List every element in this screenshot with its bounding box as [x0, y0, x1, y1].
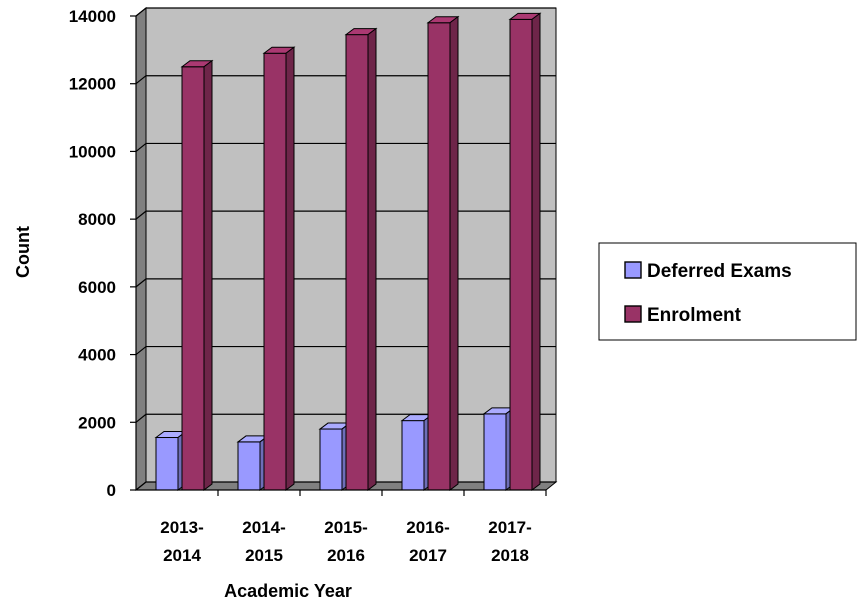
- x-tick-label: 2014-2015: [242, 518, 285, 565]
- y-tick-label: 12000: [69, 75, 116, 94]
- legend-swatch: [624, 261, 642, 279]
- y-tick-label: 0: [107, 481, 116, 500]
- y-axis-title: Count: [13, 226, 33, 278]
- bar-enrolment: [344, 27, 378, 491]
- bar-front: [427, 22, 451, 491]
- x-tick-label: 2016-2017: [406, 518, 449, 565]
- gridline: [135, 142, 556, 152]
- y-tick-labels: 0 2000 4000 6000 8000 10000 12000 14000: [69, 7, 116, 500]
- bar-side: [449, 15, 459, 491]
- bar-side: [285, 46, 295, 491]
- bars: [154, 12, 542, 491]
- x-tick-label: 2015-2016: [324, 518, 367, 565]
- bar-enrolment: [180, 59, 214, 491]
- y-tick-label: 10000: [69, 142, 116, 161]
- bar-front: [155, 437, 179, 491]
- gridline: [135, 75, 556, 85]
- legend-label: Deferred Exams: [647, 261, 792, 282]
- bar-front: [401, 420, 425, 491]
- gridlines: [135, 7, 556, 491]
- y-tick-label: 6000: [78, 278, 116, 297]
- bar-front: [509, 18, 533, 491]
- gridline: [135, 7, 556, 17]
- bar-enrolment: [262, 46, 296, 491]
- legend: Deferred Exams Enrolment: [598, 242, 857, 341]
- bar-side: [367, 27, 377, 491]
- legend-swatch: [624, 305, 642, 323]
- axes: [130, 15, 547, 496]
- legend-box: [598, 242, 857, 341]
- y-tick-label: 14000: [69, 7, 116, 26]
- gridline: [135, 278, 556, 288]
- gridline: [135, 345, 556, 356]
- bar-front: [345, 34, 369, 491]
- bar-front: [181, 66, 205, 491]
- bar-front: [319, 428, 343, 491]
- legend-label: Enrolment: [647, 305, 742, 326]
- bar-side: [531, 12, 541, 491]
- x-axis-title: Academic Year: [224, 581, 352, 601]
- bar-front: [483, 413, 507, 491]
- bar-deferred-exams: [400, 413, 434, 491]
- y-tick-label: 4000: [78, 346, 116, 365]
- y-tick-label: 8000: [78, 210, 116, 229]
- bar-enrolment: [426, 15, 460, 491]
- y-tick-label: 2000: [78, 413, 116, 432]
- gridline: [135, 210, 556, 220]
- bar-enrolment: [508, 12, 542, 491]
- x-tick-label: 2017-2018: [488, 518, 531, 565]
- bar-front: [263, 52, 287, 491]
- bar-side: [203, 59, 213, 491]
- x-tick-label: 2013-2014: [160, 518, 203, 565]
- bar-front: [237, 441, 261, 491]
- x-tick-labels: 2013-2014 2014-2015 2015-2016 2016-2017 2017…: [160, 518, 531, 565]
